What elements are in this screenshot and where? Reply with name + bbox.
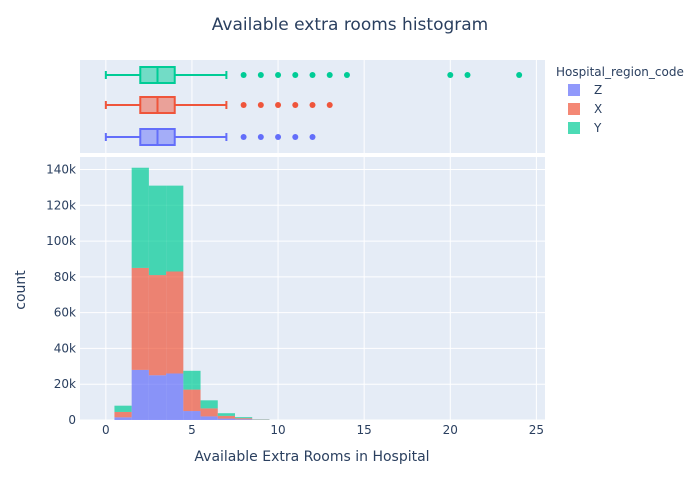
box-plot-y xyxy=(104,66,523,84)
histogram-bar-y xyxy=(235,417,253,419)
histogram-bar-z xyxy=(166,373,184,420)
histogram-bar-z xyxy=(131,369,149,420)
box-outlier-point xyxy=(309,72,316,78)
box-outlier-point xyxy=(309,134,316,140)
y-tick-label: 80k xyxy=(54,270,76,284)
box-outlier-point xyxy=(240,134,247,140)
y-tick-label: 60k xyxy=(54,306,76,320)
histogram-bar-x xyxy=(183,389,201,412)
axis-ticks: 0 5 10 15 20 25 0 20k 40k 60k 80k 100k 120k 140k xyxy=(46,163,544,437)
histogram-bar-y xyxy=(217,413,235,416)
histogram-bar-y xyxy=(131,167,149,268)
y-axis-label: count xyxy=(13,270,29,310)
x-tick-label: 25 xyxy=(529,423,544,437)
box-outlier-point xyxy=(275,72,282,78)
box-outlier-point xyxy=(292,102,299,108)
x-tick-label: 20 xyxy=(443,423,458,437)
histogram-bar-y xyxy=(148,185,167,276)
histogram-bar-x xyxy=(114,411,132,418)
legend-label-x: X xyxy=(594,102,602,116)
box-outlier-point xyxy=(292,134,299,140)
box-outlier-point xyxy=(326,72,333,78)
box-outlier-point xyxy=(257,72,264,78)
legend-swatch-x xyxy=(568,103,580,115)
histogram-bar-y xyxy=(200,400,218,409)
x-tick-label: 0 xyxy=(102,423,110,437)
histogram-bar-x xyxy=(235,418,253,420)
y-tick-label: 120k xyxy=(46,198,76,212)
box-outlier-point xyxy=(257,102,264,108)
histogram-bar-x xyxy=(217,415,235,419)
legend-label-z: Z xyxy=(594,83,602,97)
histogram-bar-x xyxy=(148,275,167,376)
box-outlier-point xyxy=(309,102,316,108)
box-outlier-point xyxy=(326,102,333,108)
box-plot-x xyxy=(104,96,333,114)
histogram-bar-x xyxy=(166,271,184,374)
box-outlier-point xyxy=(240,72,247,78)
box-outlier-point xyxy=(257,134,264,140)
box-outlier-point xyxy=(292,72,299,78)
y-tick-label: 40k xyxy=(54,341,76,355)
box-outlier-point xyxy=(343,72,350,78)
legend-swatch-z xyxy=(568,84,580,96)
histogram-bar-y xyxy=(166,185,184,272)
box-outlier-point xyxy=(516,72,523,78)
histogram-bar-y xyxy=(114,405,132,412)
y-tick-label: 100k xyxy=(46,234,76,248)
legend-title: Hospital_region_code xyxy=(556,65,684,79)
histogram-bar-z xyxy=(114,417,132,420)
x-tick-label: 5 xyxy=(188,423,196,437)
box-outlier-point xyxy=(275,134,282,140)
legend-label-y: Y xyxy=(593,121,602,135)
histogram-bar-z xyxy=(148,375,167,420)
y-tick-label: 140k xyxy=(46,163,76,177)
histogram-bar-x xyxy=(200,408,218,417)
histogram-bar-z xyxy=(183,411,201,420)
x-tick-label: 15 xyxy=(357,423,372,437)
histogram-bar-z xyxy=(217,418,235,420)
chart-title: Available extra rooms histogram xyxy=(212,15,488,35)
box-outlier-point xyxy=(447,72,454,78)
box-plot-z xyxy=(104,128,316,146)
histogram-bar-z xyxy=(200,416,218,420)
legend: Hospital_region_code ZXY xyxy=(556,65,684,135)
legend-swatch-y xyxy=(568,122,580,134)
box-outlier-point xyxy=(464,72,471,78)
y-tick-label: 0 xyxy=(68,413,76,427)
histogram-bar-x xyxy=(131,267,149,370)
histogram-bar-z xyxy=(235,419,253,420)
histogram-bars xyxy=(114,167,270,420)
x-tick-label: 10 xyxy=(270,423,285,437)
box-outlier-point xyxy=(275,102,282,108)
y-tick-label: 20k xyxy=(54,377,76,391)
x-axis-label: Available Extra Rooms in Hospital xyxy=(194,449,429,465)
histogram-bar-y xyxy=(183,370,201,390)
box-outlier-point xyxy=(240,102,247,108)
box-plots xyxy=(104,66,523,146)
